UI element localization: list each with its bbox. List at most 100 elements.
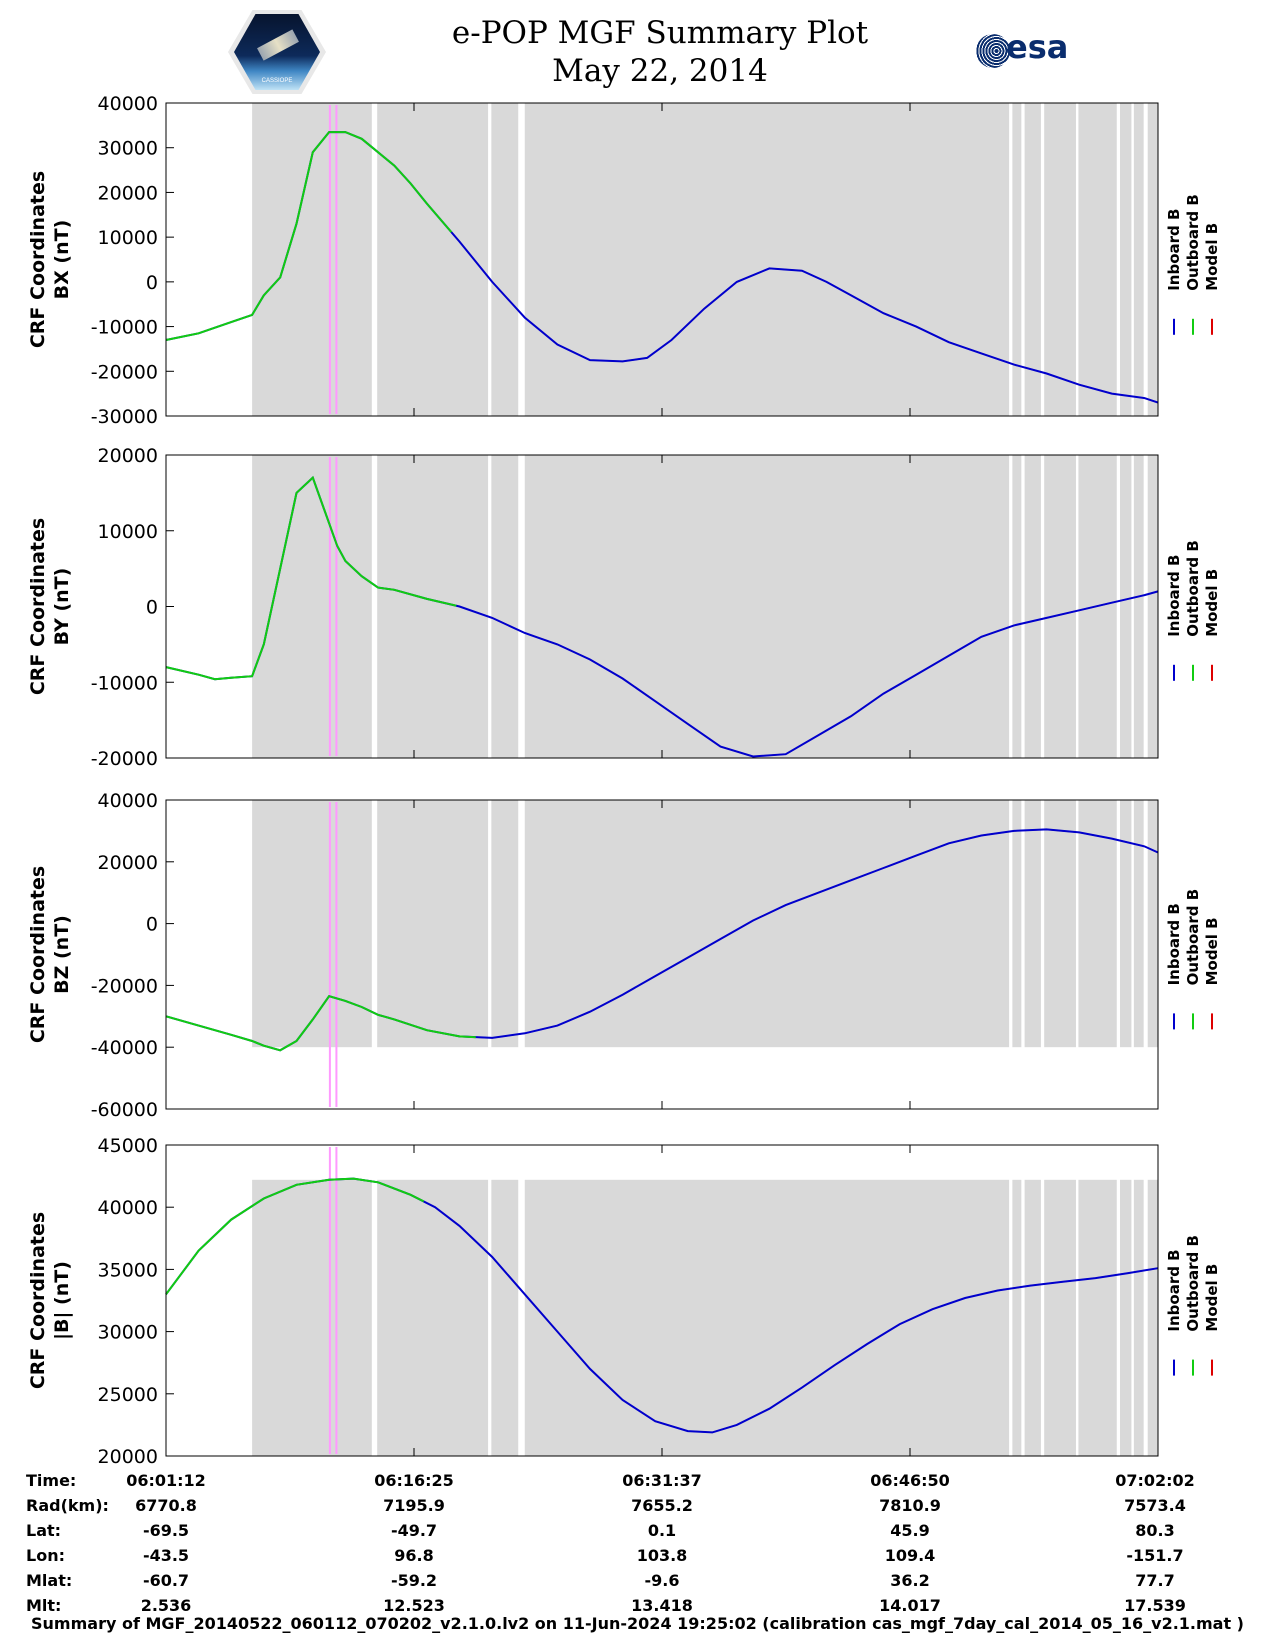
ephemeris-value: 6770.8 [135,1496,197,1515]
data-coverage-band [524,1179,1010,1456]
ephemeris-value: -43.5 [143,1546,189,1565]
y-tick-label: -10000 [91,317,158,339]
y-tick-label: 20000 [98,1446,158,1468]
ephemeris-value: 77.7 [1135,1571,1174,1590]
series-line-outboard-b [165,131,453,341]
legend-label: Inboard B [1165,209,1183,291]
ephemeris-value: 96.8 [394,1546,433,1565]
ephemeris-value: 06:31:37 [622,1471,702,1490]
y-tick-label: -40000 [91,1037,158,1059]
ephemeris-row-label: Lat: [26,1521,61,1540]
y-axis-label-units: BZ (nT) [51,915,73,994]
data-coverage-band [252,455,372,758]
data-coverage-band [1044,455,1076,758]
panel-3: -60000 -40000 -20000 0 20000 40000 CRF Coordin… [27,790,1221,1121]
data-coverage-band [1044,800,1076,1048]
y-tick-label: 20000 [98,445,158,467]
y-tick-label: 35000 [98,1259,158,1281]
data-coverage-band [1078,800,1117,1048]
data-coverage-band [377,800,489,1048]
ephemeris-value: 17.539 [1124,1596,1186,1612]
data-coverage-band [1147,1179,1159,1456]
ephemeris-value: 14.017 [879,1596,941,1612]
y-tick-label: -20000 [91,361,158,383]
data-coverage-band [1024,800,1041,1048]
y-tick-label: -60000 [91,1099,158,1121]
data-coverage-band [1133,455,1144,758]
ephemeris-value: 06:16:25 [374,1471,454,1490]
ephemeris-value: -9.6 [645,1571,680,1590]
y-axis-label: CRF Coordinates [27,518,49,695]
data-coverage-band [1120,1179,1132,1456]
legend-label: Outboard B [1184,540,1202,637]
ephemeris-value: 2.536 [141,1596,192,1612]
data-coverage-band [1012,455,1022,758]
data-coverage-band [524,800,1010,1048]
ephemeris-value: -49.7 [391,1521,437,1540]
y-axis-label-units: BY (nT) [51,568,73,646]
plot-title: e-POP MGF Summary Plot May 22, 2014 [380,14,940,90]
ephemeris-value: 06:01:12 [126,1471,206,1490]
y-axis-label: CRF Coordinates [27,866,49,1043]
data-coverage-band [1012,1179,1022,1456]
legend-label: Outboard B [1184,889,1202,986]
series-line-outboard-b [165,475,457,681]
data-coverage-band [1024,103,1041,416]
data-coverage-band [1147,103,1159,416]
ephemeris-value: 7573.4 [1124,1496,1186,1515]
y-tick-label: 25000 [98,1384,158,1406]
data-coverage-band [1078,1179,1117,1456]
y-tick-label: -10000 [91,672,158,694]
y-tick-label: 40000 [98,93,158,115]
y-tick-label: 20000 [98,852,158,874]
ephemeris-value: 0.1 [648,1521,676,1540]
y-axis-label: CRF Coordinates [27,1212,49,1389]
ephemeris-value: -59.2 [391,1571,437,1590]
ephemeris-value: 80.3 [1135,1521,1174,1540]
legend-label: Inboard B [1165,1249,1183,1331]
y-tick-label: 10000 [98,227,158,249]
data-coverage-band [1133,103,1144,416]
data-coverage-band [524,455,1010,758]
data-coverage-band [1133,800,1144,1048]
y-tick-label: 0 [146,914,158,936]
y-tick-label: 30000 [98,138,158,160]
ephemeris-value: 45.9 [890,1521,929,1540]
y-tick-label: -30000 [91,406,158,428]
legend-label: Inboard B [1165,903,1183,985]
ephemeris-value: 12.523 [383,1596,445,1612]
data-coverage-band [252,800,372,1048]
data-coverage-band [1024,1179,1041,1456]
y-tick-label: 40000 [98,790,158,812]
y-tick-label: 0 [146,272,158,294]
series-line-outboard-b [165,995,476,1052]
ephemeris-value: 7195.9 [383,1496,445,1515]
ephemeris-table: Time: Rad(km): Lat: Lon: Mlat: Mlt: 06:01:12 67… [26,1471,1195,1612]
data-coverage-band [524,103,1010,416]
summary-plots: -30000 -20000 -10000 0 10000 20000 30000 40000 C… [26,93,1221,1612]
data-coverage-band [377,103,489,416]
ephemeris-value: -151.7 [1126,1546,1183,1565]
ephemeris-value: 109.4 [885,1546,936,1565]
legend-label: Model B [1203,1264,1221,1332]
esa-logo-text: esa [1006,28,1069,66]
data-coverage-band [1044,103,1076,416]
ephemeris-row-label: Lon: [26,1546,65,1565]
y-tick-label: 40000 [98,1197,158,1219]
data-coverage-band [252,1179,372,1456]
y-axis-label-units: |B| (nT) [51,1261,73,1340]
y-tick-label: 45000 [98,1135,158,1157]
series-line-outboard-b [165,1177,425,1295]
y-axis-label-units: BX (nT) [51,220,73,300]
esa-logo: esa [976,28,1096,74]
legend-label: Model B [1203,223,1221,291]
data-coverage-band [491,1179,519,1456]
ephemeris-value: 103.8 [637,1546,688,1565]
data-coverage-band [1044,1179,1076,1456]
data-coverage-band [1012,103,1022,416]
ephemeris-value: 13.418 [631,1596,693,1612]
ephemeris-row-label: Mlat: [26,1571,72,1590]
legend-label: Outboard B [1184,194,1202,291]
ephemeris-row-label: Rad(km): [26,1496,109,1515]
summary-footer: Summary of MGF_20140522_060112_070202_v2… [31,1614,1244,1633]
